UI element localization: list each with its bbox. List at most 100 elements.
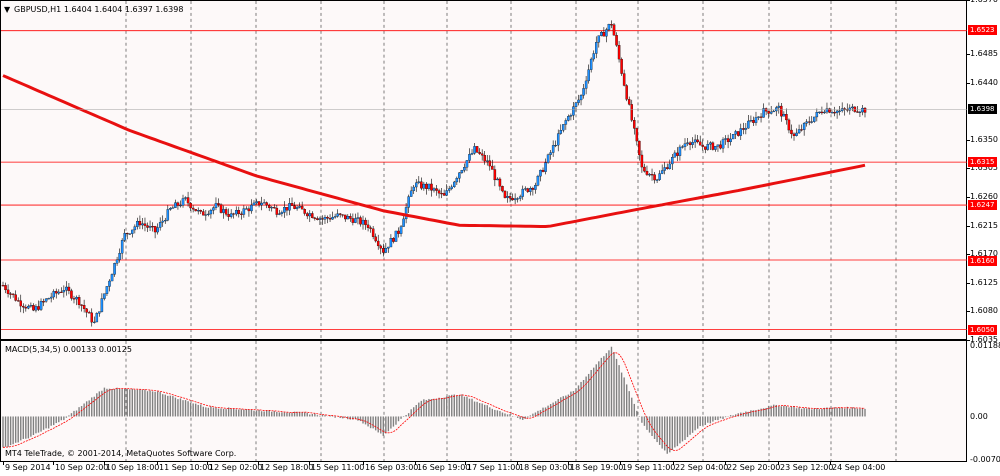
candle-body — [156, 227, 159, 233]
candle-body — [194, 209, 197, 212]
candle-body — [87, 312, 91, 314]
candle-body — [16, 300, 20, 302]
candle-body — [757, 116, 760, 118]
time-tick-mark — [309, 462, 310, 465]
level-price-tag: 1.6160 — [968, 255, 997, 266]
candle-body — [232, 213, 235, 215]
candle-body — [354, 218, 357, 223]
candle-body — [189, 202, 192, 209]
candle-body — [491, 165, 494, 170]
candle-body — [582, 88, 585, 96]
candle-body — [445, 190, 448, 196]
candle-body — [90, 312, 93, 323]
candle-body — [589, 58, 593, 70]
macd-values: 0.00133 0.00125 — [63, 345, 132, 354]
time-tick-label: 12 Sep 18:00 — [260, 463, 314, 472]
candle-body — [696, 139, 699, 143]
price-tick-mark — [967, 139, 970, 141]
candle-body — [716, 144, 720, 147]
candle-body — [283, 207, 286, 213]
price-grid — [125, 1, 897, 339]
time-tick-label: 17 Sep 11:00 — [467, 463, 521, 472]
copyright-text: MT4 TeleTrade, © 2001-2014, MetaQuotes S… — [5, 449, 237, 458]
candle-body — [851, 106, 854, 109]
macd-canvas[interactable] — [1, 341, 967, 461]
price-tick-mark — [967, 282, 970, 284]
candle-body — [792, 133, 796, 136]
price-tick-label: 1.6260 — [970, 192, 998, 201]
candle-body — [813, 116, 816, 122]
candle-body — [212, 207, 215, 211]
candle-body — [222, 209, 225, 213]
candle-body — [229, 213, 233, 217]
price-scale[interactable]: 1.65701.64851.64401.63501.63051.62601.62… — [967, 0, 1000, 464]
macd-tick-label: 0.00 — [970, 411, 988, 421]
candle-body — [480, 153, 484, 156]
candle-body — [825, 108, 829, 113]
candle-body — [678, 146, 682, 156]
candle-body — [67, 286, 71, 291]
candle-body — [98, 311, 101, 314]
candle-body — [328, 218, 332, 220]
candle-body — [265, 202, 268, 206]
candle-body — [526, 188, 530, 192]
candle-body — [450, 186, 453, 189]
candle-body — [711, 142, 715, 150]
candle-body — [19, 300, 22, 307]
candle-body — [245, 208, 248, 210]
candle-body — [389, 238, 393, 248]
price-chart-panel[interactable]: ▼ GBPUSD,H1 1.6404 1.6404 1.6397 1.6398 — [0, 0, 967, 340]
price-tick-label: 1.6215 — [970, 220, 998, 230]
candle-body — [655, 179, 659, 181]
candle-body — [103, 293, 106, 299]
candle-body — [422, 183, 426, 189]
candle-body — [331, 217, 334, 220]
candle-body — [475, 146, 479, 153]
symbol-timeframe: GBPUSD,H1 — [14, 5, 62, 14]
macd-grid — [125, 341, 897, 461]
price-tick-mark — [967, 311, 970, 313]
candle-body — [775, 107, 778, 112]
candle-body — [351, 218, 355, 223]
time-tick-label: 16 Sep 19:00 — [417, 463, 471, 472]
price-tick-mark — [967, 82, 970, 84]
time-tick-mark — [258, 462, 259, 465]
candle-body — [316, 218, 319, 220]
candle-body — [93, 321, 96, 323]
time-tick-label: 10 Sep 18:00 — [106, 463, 160, 472]
candle-body — [420, 181, 423, 189]
price-tick-mark — [967, 0, 970, 1]
candle-body — [252, 202, 256, 206]
candle-body — [148, 226, 152, 228]
candle-body — [828, 108, 831, 113]
price-tick-mark — [967, 197, 970, 198]
candle-body — [769, 111, 773, 114]
candle-body — [513, 198, 517, 201]
chart-menu-icon[interactable]: ▼ — [4, 5, 11, 14]
candle-body — [171, 207, 175, 209]
candle-body — [437, 190, 441, 194]
candle-body — [361, 219, 365, 225]
time-scale[interactable]: 9 Sep 2014 10 Sep 02:00 10 Sep 18:00 11 Sep… — [0, 462, 967, 476]
candle-body — [4, 285, 7, 291]
candle-body — [638, 140, 641, 156]
candle-body — [128, 233, 132, 235]
candle-body — [665, 167, 669, 169]
candle-body — [278, 213, 281, 215]
candle-body — [318, 218, 322, 220]
candle-body — [734, 131, 737, 135]
time-tick-label: 22 Sep 20:00 — [727, 463, 781, 472]
candle-body — [260, 202, 263, 206]
candle-body — [143, 223, 147, 226]
price-chart-canvas[interactable] — [1, 1, 967, 339]
candle-body — [549, 152, 552, 155]
candle-body — [546, 154, 550, 163]
candle-body — [848, 107, 852, 111]
candle-body — [242, 208, 246, 215]
macd-panel[interactable]: MACD(5,34,5) 0.00133 0.00125 MT4 TeleTra… — [0, 340, 967, 462]
candle-body — [295, 207, 299, 209]
candle-body — [105, 286, 109, 294]
candle-body — [653, 174, 656, 181]
time-tick-mark — [415, 462, 416, 465]
